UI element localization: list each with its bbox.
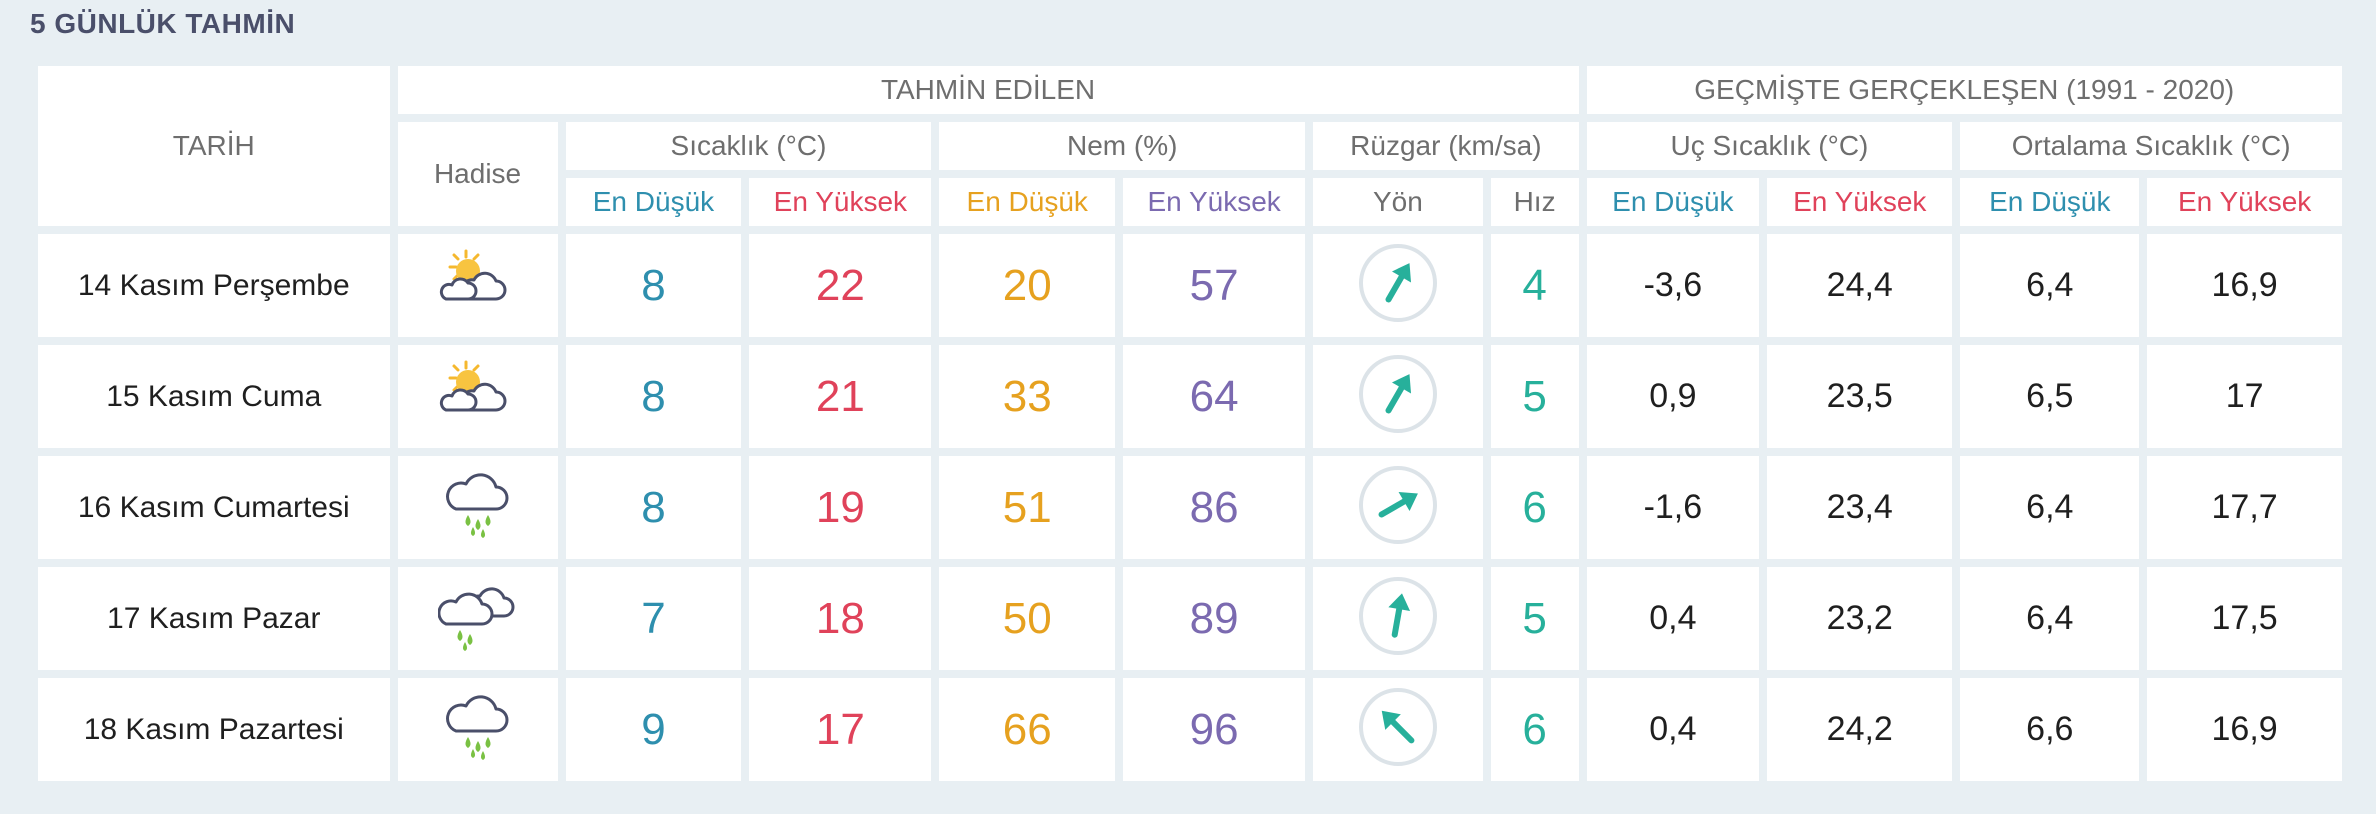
wind-direction-icon	[1357, 686, 1439, 768]
row-wind-direction	[1313, 567, 1483, 670]
wind-direction-icon	[1357, 242, 1439, 324]
row-wind-speed: 4	[1490, 234, 1579, 337]
column-header-ruzgar: Rüzgar (km/sa)	[1313, 122, 1579, 170]
row-temp-max: 18	[749, 567, 932, 670]
subheader-avg-max: En Yüksek	[2147, 178, 2342, 226]
row-humidity-min: 51	[939, 456, 1116, 559]
rain-cloud-icon	[438, 465, 518, 545]
row-avg-min: 6,5	[1960, 345, 2140, 448]
row-temp-max: 17	[749, 678, 932, 781]
row-wind-direction	[1313, 456, 1483, 559]
cloudy-rain-icon	[436, 576, 518, 656]
column-header-tarih: TARİH	[38, 66, 390, 226]
row-weather	[397, 345, 558, 448]
row-temp-max: 19	[749, 456, 932, 559]
row-wind-speed: 5	[1490, 345, 1579, 448]
row-temp-min: 8	[565, 234, 742, 337]
subheader-temp-max: En Yüksek	[749, 178, 932, 226]
subheader-wind-speed: Hız	[1490, 178, 1579, 226]
column-header-hadise: Hadise	[397, 122, 558, 226]
wind-direction-icon	[1357, 464, 1439, 546]
forecast-row: 18 Kasım Pazartesi 9 17 66 96 6 0,4 24,2…	[38, 678, 2342, 781]
forecast-row: 17 Kasım Pazar 7 18 50 89 5 0,4 23,2 6,4…	[38, 567, 2342, 670]
row-hist-max: 23,5	[1767, 345, 1953, 448]
subheader-avg-min: En Düşük	[1960, 178, 2140, 226]
row-date: 18 Kasım Pazartesi	[38, 678, 390, 781]
row-humidity-max: 86	[1123, 456, 1306, 559]
row-hist-min: -3,6	[1586, 234, 1760, 337]
subheader-hum-min: En Düşük	[939, 178, 1116, 226]
row-avg-min: 6,4	[1960, 456, 2140, 559]
row-avg-max: 17	[2147, 345, 2342, 448]
row-wind-direction	[1313, 678, 1483, 781]
row-weather	[397, 456, 558, 559]
row-humidity-max: 64	[1123, 345, 1306, 448]
row-hist-min: -1,6	[1586, 456, 1760, 559]
row-avg-max: 17,5	[2147, 567, 2342, 670]
row-temp-min: 8	[565, 345, 742, 448]
row-avg-min: 6,4	[1960, 234, 2140, 337]
forecast-row: 15 Kasım Cuma 8 21 33 64 5 0,9 23,5 6,5	[38, 345, 2342, 448]
forecast-row: 14 Kasım Perşembe 8 22 20 57 4 -3,6 24,4	[38, 234, 2342, 337]
row-avg-max: 16,9	[2147, 234, 2342, 337]
row-temp-min: 7	[565, 567, 742, 670]
row-wind-direction	[1313, 234, 1483, 337]
subheader-hist-max: En Yüksek	[1767, 178, 1953, 226]
column-header-sicaklik: Sıcaklık (°C)	[565, 122, 932, 170]
row-temp-min: 8	[565, 456, 742, 559]
row-hist-min: 0,4	[1586, 678, 1760, 781]
row-weather	[397, 567, 558, 670]
row-humidity-min: 33	[939, 345, 1116, 448]
row-temp-max: 21	[749, 345, 932, 448]
subheader-hist-min: En Düşük	[1586, 178, 1760, 226]
subheader-temp-min: En Düşük	[565, 178, 742, 226]
forecast-table: TARİH TAHMİN EDİLEN GEÇMİŞTE GERÇEKLEŞEN…	[30, 58, 2350, 789]
wind-direction-icon	[1357, 353, 1439, 435]
row-humidity-min: 66	[939, 678, 1116, 781]
row-humidity-max: 96	[1123, 678, 1306, 781]
row-hist-min: 0,9	[1586, 345, 1760, 448]
partly-cloudy-icon	[438, 354, 518, 434]
row-temp-min: 9	[565, 678, 742, 781]
wind-direction-icon	[1357, 575, 1439, 657]
row-date: 16 Kasım Cumartesi	[38, 456, 390, 559]
subheader-hum-max: En Yüksek	[1123, 178, 1306, 226]
row-hist-max: 24,4	[1767, 234, 1953, 337]
row-date: 17 Kasım Pazar	[38, 567, 390, 670]
partly-cloudy-icon	[438, 243, 518, 323]
row-wind-speed: 5	[1490, 567, 1579, 670]
row-wind-speed: 6	[1490, 678, 1579, 781]
column-header-uc-sicaklik: Uç Sıcaklık (°C)	[1586, 122, 1953, 170]
row-date: 15 Kasım Cuma	[38, 345, 390, 448]
row-humidity-max: 89	[1123, 567, 1306, 670]
rain-cloud-icon	[438, 687, 518, 767]
row-hist-max: 24,2	[1767, 678, 1953, 781]
row-temp-max: 22	[749, 234, 932, 337]
row-weather	[397, 678, 558, 781]
row-avg-min: 6,4	[1960, 567, 2140, 670]
subheader-wind-direction: Yön	[1313, 178, 1483, 226]
row-hist-max: 23,4	[1767, 456, 1953, 559]
column-header-ortalama-sicaklik: Ortalama Sıcaklık (°C)	[1960, 122, 2342, 170]
forecast-row: 16 Kasım Cumartesi 8 19 51 86 6 -1,6 23,…	[38, 456, 2342, 559]
column-header-gecmiste: GEÇMİŞTE GERÇEKLEŞEN (1991 - 2020)	[1586, 66, 2342, 114]
column-header-tahmin-edilen: TAHMİN EDİLEN	[397, 66, 1579, 114]
row-avg-max: 17,7	[2147, 456, 2342, 559]
row-avg-max: 16,9	[2147, 678, 2342, 781]
row-humidity-max: 57	[1123, 234, 1306, 337]
row-avg-min: 6,6	[1960, 678, 2140, 781]
row-date: 14 Kasım Perşembe	[38, 234, 390, 337]
row-hist-max: 23,2	[1767, 567, 1953, 670]
row-humidity-min: 20	[939, 234, 1116, 337]
page-title: 5 GÜNLÜK TAHMİN	[30, 8, 296, 39]
row-wind-direction	[1313, 345, 1483, 448]
column-header-nem: Nem (%)	[939, 122, 1306, 170]
row-weather	[397, 234, 558, 337]
row-humidity-min: 50	[939, 567, 1116, 670]
row-wind-speed: 6	[1490, 456, 1579, 559]
row-hist-min: 0,4	[1586, 567, 1760, 670]
